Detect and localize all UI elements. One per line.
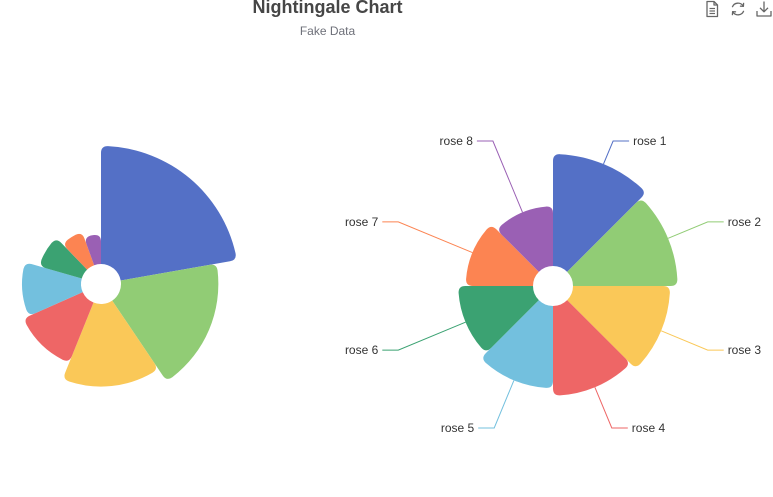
- rose-label-1: rose 1: [633, 134, 667, 148]
- rose-slice-area-7[interactable]: [466, 226, 539, 286]
- rose-label-line-6: [382, 321, 466, 351]
- rose-label-3: rose 3: [728, 343, 762, 357]
- chart-toolbox: [703, 0, 773, 18]
- rose-label-6: rose 6: [345, 343, 379, 357]
- rose-label-line-3: [661, 330, 724, 351]
- rose-slice-radius-5[interactable]: [21, 263, 83, 315]
- rose-slice-area-6[interactable]: [458, 286, 539, 351]
- chart-title: Nightingale Chart: [252, 0, 403, 17]
- rose-slice-radius-3[interactable]: [64, 300, 157, 387]
- rose-slice-radius-8[interactable]: [85, 234, 101, 266]
- rose-slice-radius-2[interactable]: [112, 264, 219, 379]
- download-icon: [756, 1, 772, 17]
- rose-label-7: rose 7: [345, 215, 379, 229]
- rose-slice-radius-6[interactable]: [40, 240, 88, 279]
- rose-slice-radius-4[interactable]: [25, 292, 94, 361]
- rose-slice-radius-1[interactable]: [101, 146, 236, 281]
- rose-label-line-5: [478, 380, 515, 429]
- data-view-button[interactable]: [703, 0, 721, 18]
- rose-chart-area: rose 1 rose 2 rose 3 rose 4 rose 5 rose 6 rose…: [345, 134, 761, 435]
- rose-label-line-2: [667, 221, 724, 239]
- rose-chart-radius: [21, 146, 236, 387]
- rose-slice-radius-7[interactable]: [65, 233, 95, 270]
- refresh-icon: [731, 2, 745, 16]
- rose-slice-area-3[interactable]: [567, 286, 670, 367]
- rose-label-line-4: [594, 387, 628, 429]
- chart-subtitle: Fake Data: [299, 24, 356, 38]
- document-icon: [706, 0, 719, 18]
- rose-label-line-8: [476, 140, 523, 213]
- save-image-button[interactable]: [755, 0, 773, 18]
- restore-button[interactable]: [729, 0, 747, 18]
- rose-slice-area-2[interactable]: [567, 200, 678, 286]
- rose-label-8: rose 8: [440, 134, 474, 148]
- rose-label-5: rose 5: [441, 421, 475, 435]
- rose-label-2: rose 2: [728, 215, 762, 229]
- rose-slice-area-1[interactable]: [553, 154, 644, 272]
- rose-label-4: rose 4: [632, 421, 666, 435]
- rose-slice-area-4[interactable]: [553, 300, 628, 396]
- rose-label-line-1: [603, 140, 630, 165]
- rose-label-line-7: [382, 221, 473, 254]
- rose-slice-area-8[interactable]: [499, 206, 553, 272]
- rose-slice-area-5[interactable]: [483, 300, 553, 388]
